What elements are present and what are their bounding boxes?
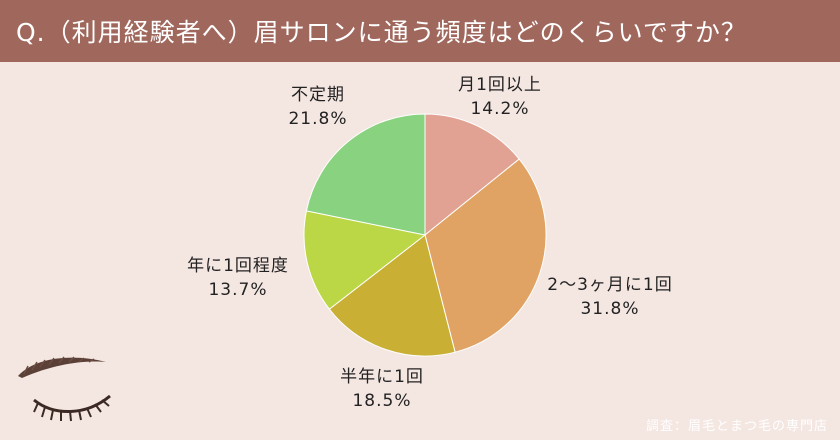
slice-value-label: 31.8% [580,299,639,319]
pie-slice [305,113,426,236]
chart-title: Q.（利用経験者へ）眉サロンに通う頻度はどのくらいですか？ [16,18,747,47]
slice-category-label: 不定期 [291,85,345,105]
pie-chart: 月1回以上 14.2% 2〜3ヶ月に1回 31.8% 半年に1回 18.5% 年に1回程度 1… [187,75,672,411]
eyelash-strands [33,399,110,422]
eyebrow-hairs [23,356,95,375]
source-credit: 調査：眉毛とまつ毛の専門店 [645,419,828,434]
pie-slice [303,210,427,310]
eyebrow-shape [18,357,106,378]
slice-category-label: 半年に1回 [340,367,424,387]
slice-category-label: 年に1回程度 [187,256,289,276]
slice-value-label: 18.5% [352,391,411,411]
eyebrow-eyelash-illustration [18,356,111,422]
slice-value-label: 13.7% [208,280,267,300]
pie-chart-area: 月1回以上 14.2% 2〜3ヶ月に1回 31.8% 半年に1回 18.5% 年に1回程度 1… [0,62,840,440]
slice-category-label: 2〜3ヶ月に1回 [547,275,672,295]
pie-slice [424,113,520,237]
chart-title-bar: Q.（利用経験者へ）眉サロンに通う頻度はどのくらいですか？ [0,0,840,62]
pie-slice [424,158,547,353]
slice-value-label: 21.8% [288,109,347,129]
pie-slice [328,234,456,357]
slice-value-label: 14.2% [470,99,529,119]
slice-category-label: 月1回以上 [458,75,542,95]
